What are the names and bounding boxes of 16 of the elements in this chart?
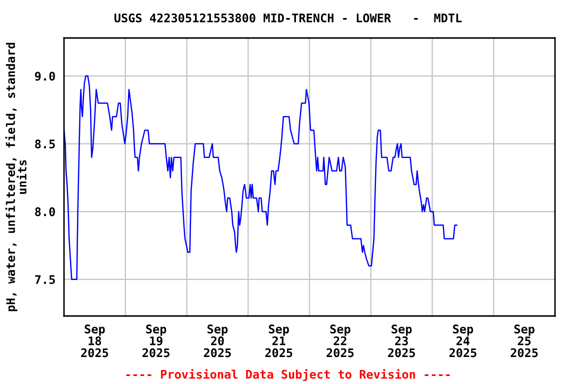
x-tick-label: Sep 21 2025 (265, 324, 292, 358)
y-tick-label: 8.0 (35, 207, 55, 216)
x-tick-label: Sep 22 2025 (326, 324, 354, 358)
text: ---- Provisional Data Subject to Revision ---- (126, 368, 450, 382)
x-tick-label: Sep 23 2025 (388, 324, 415, 358)
y-tick-label: 9.0 (34, 72, 55, 81)
y-tick-label: 7.5 (35, 275, 55, 284)
x-tick-label: Sep 20 2025 (204, 324, 231, 358)
chart-title: USGS 422305121553800 MID-TRENCH - LOWER - MDTL (114, 13, 462, 22)
x-tick-label: Sep 24 2025 (449, 324, 476, 358)
x-tick-label: Sep 25 2025 (510, 324, 538, 358)
x-tick-label: Sep 19 2025 (142, 324, 170, 358)
x-tick-label: Sep 18 2025 (81, 324, 108, 358)
y-tick-label: 8.5 (35, 140, 55, 148)
y-axis-title: pH, water, unfiltered, field, standard units (5, 42, 26, 312)
line-series (64, 75, 458, 280)
